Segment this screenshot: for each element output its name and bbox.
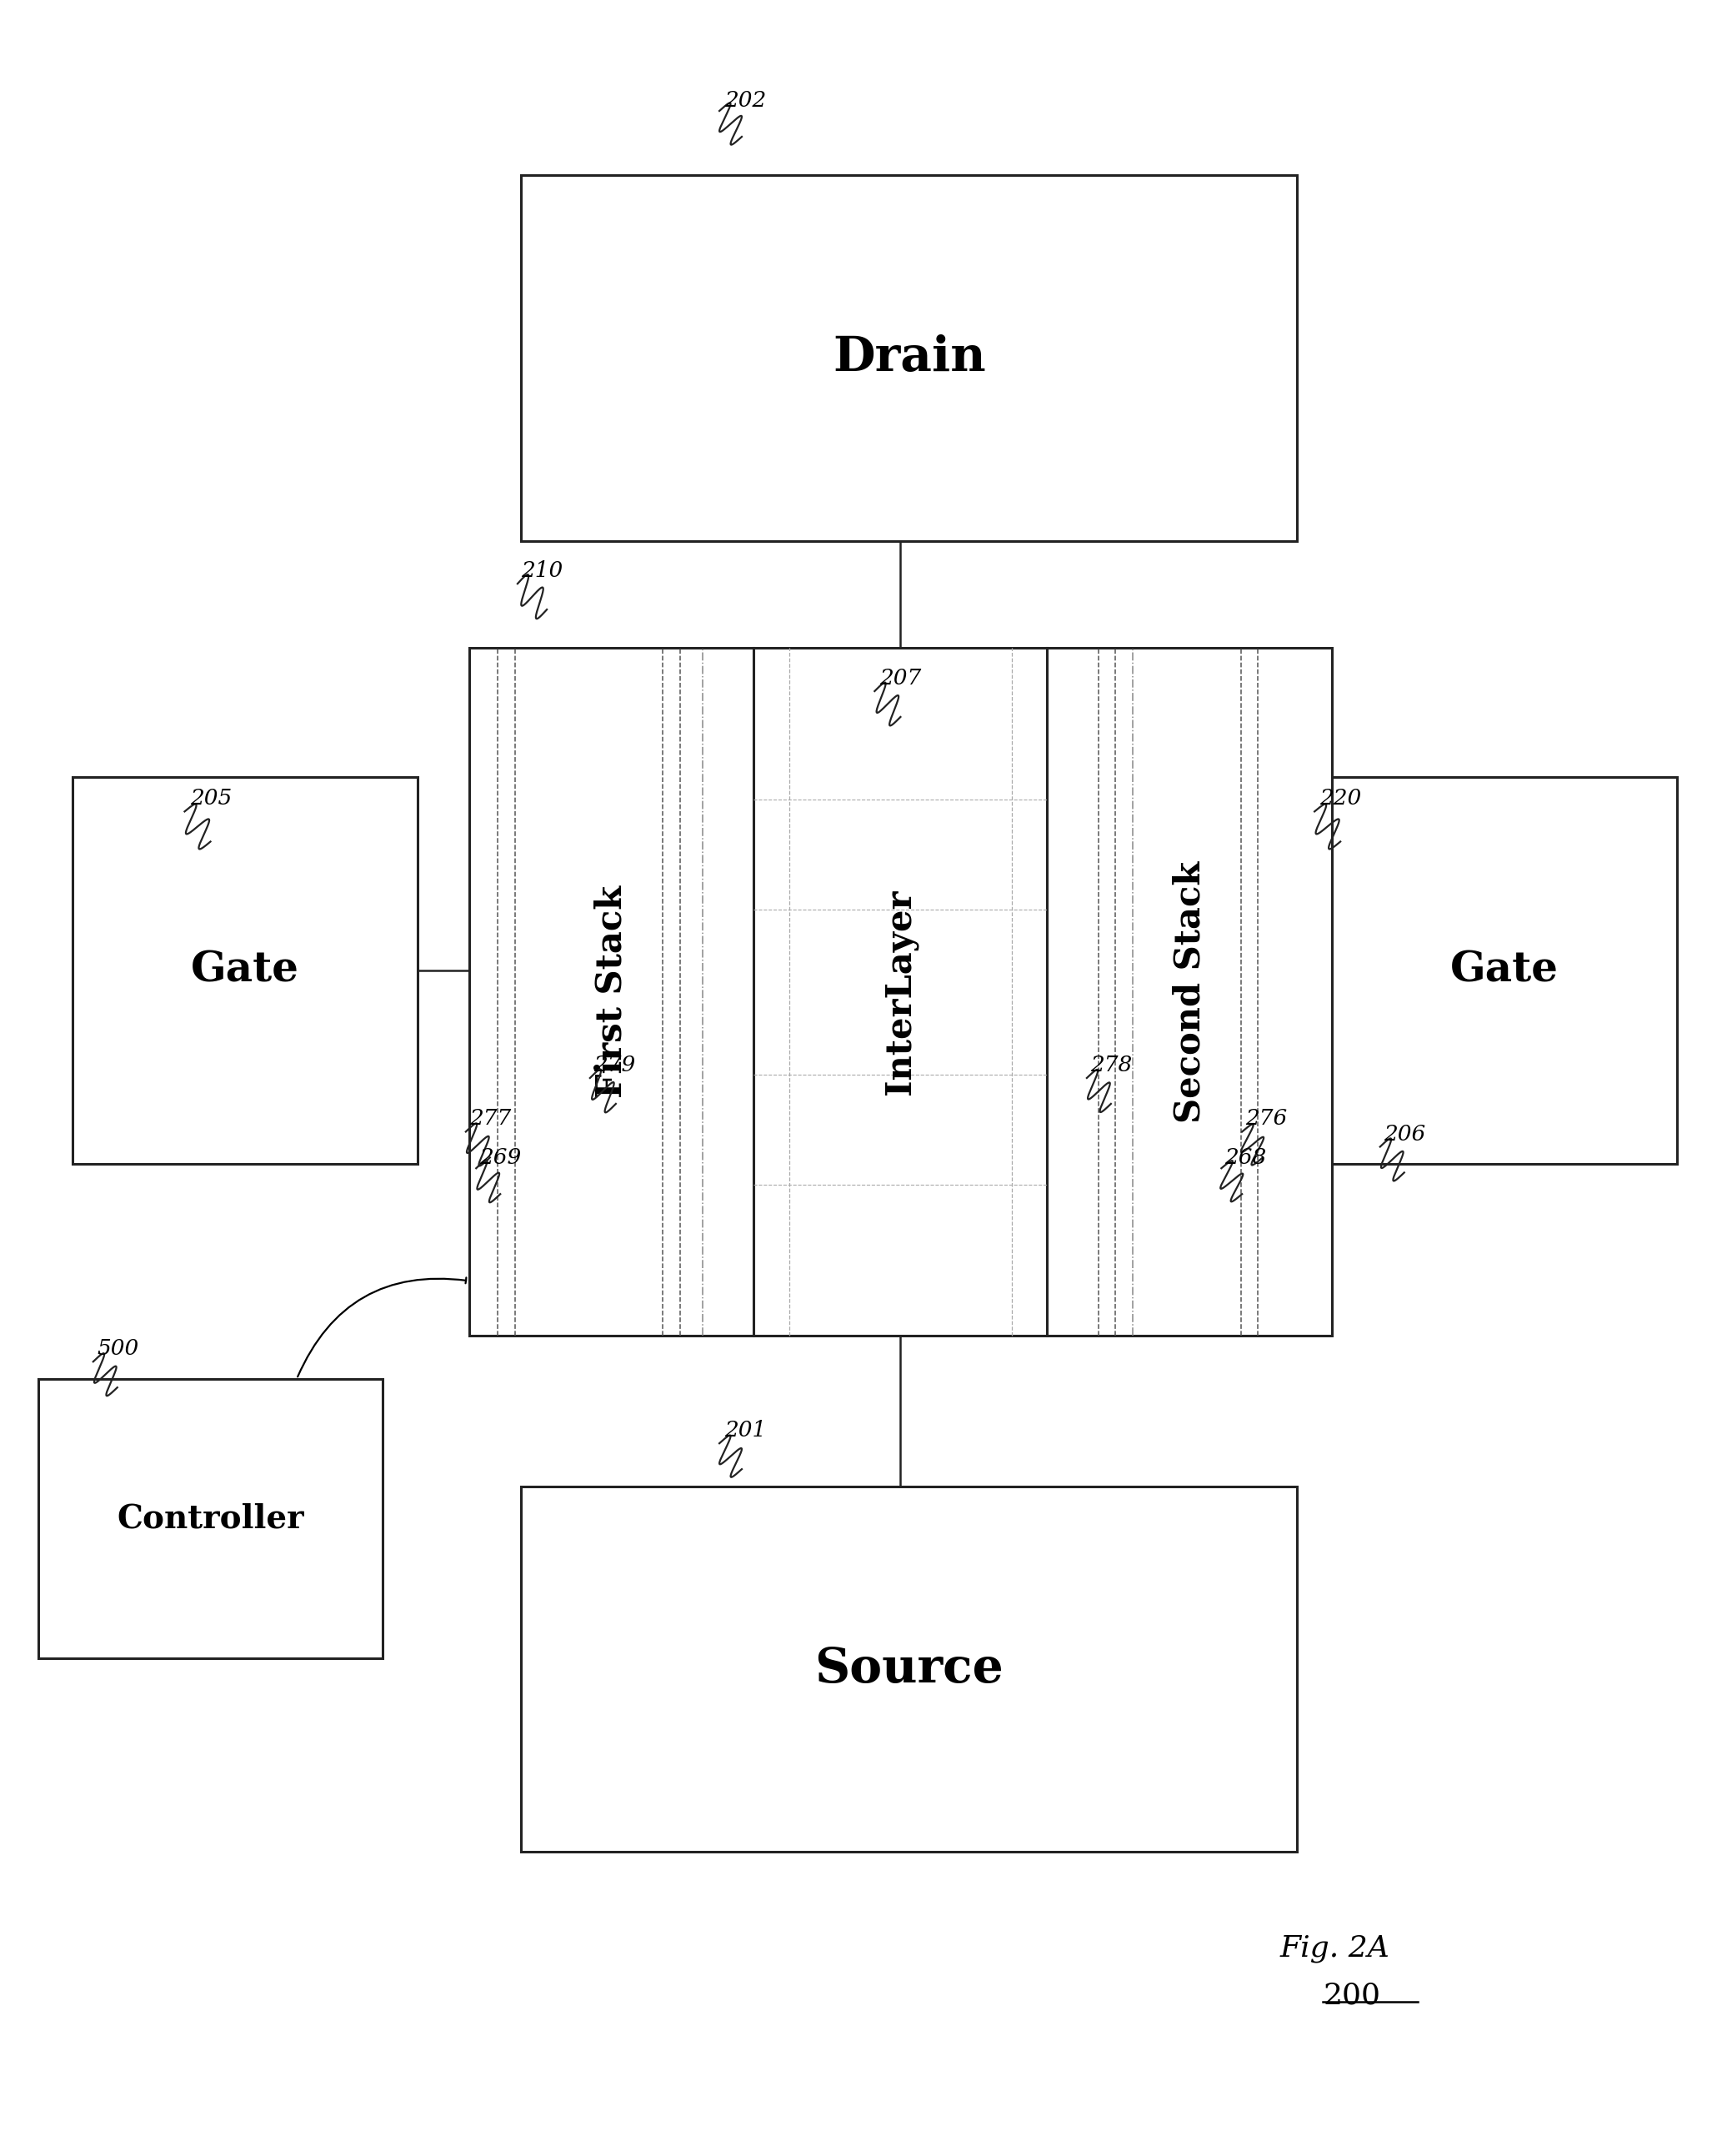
Bar — [1332, 776, 1677, 1164]
Text: InterLayer: InterLayer — [883, 888, 918, 1095]
Text: 206: 206 — [1384, 1123, 1425, 1145]
Text: Gate: Gate — [1450, 951, 1559, 992]
Bar — [469, 649, 1332, 1337]
Text: Controller: Controller — [116, 1503, 305, 1535]
Text: 269: 269 — [480, 1147, 521, 1169]
Text: 276: 276 — [1245, 1108, 1287, 1130]
Text: 202: 202 — [724, 91, 767, 110]
Bar — [38, 1380, 383, 1658]
Bar — [521, 1485, 1297, 1852]
Text: Drain: Drain — [833, 334, 986, 382]
Text: 277: 277 — [469, 1108, 511, 1130]
Text: 278: 278 — [1089, 1054, 1133, 1076]
Text: 500: 500 — [97, 1339, 139, 1358]
Bar — [73, 776, 417, 1164]
Bar — [521, 175, 1297, 541]
Text: 279: 279 — [594, 1054, 636, 1076]
Text: 210: 210 — [521, 561, 563, 582]
Text: 205: 205 — [191, 789, 232, 808]
Text: Source: Source — [814, 1645, 1003, 1692]
Text: 201: 201 — [724, 1421, 767, 1440]
Text: Gate: Gate — [191, 951, 300, 992]
Text: Fig. 2A: Fig. 2A — [1280, 1934, 1391, 1962]
Text: 220: 220 — [1320, 789, 1361, 808]
Text: 207: 207 — [880, 668, 921, 688]
Text: 200: 200 — [1323, 1981, 1380, 2009]
Text: First Stack: First Stack — [594, 886, 629, 1097]
Text: 268: 268 — [1225, 1147, 1266, 1169]
Text: Second Stack: Second Stack — [1173, 860, 1207, 1123]
